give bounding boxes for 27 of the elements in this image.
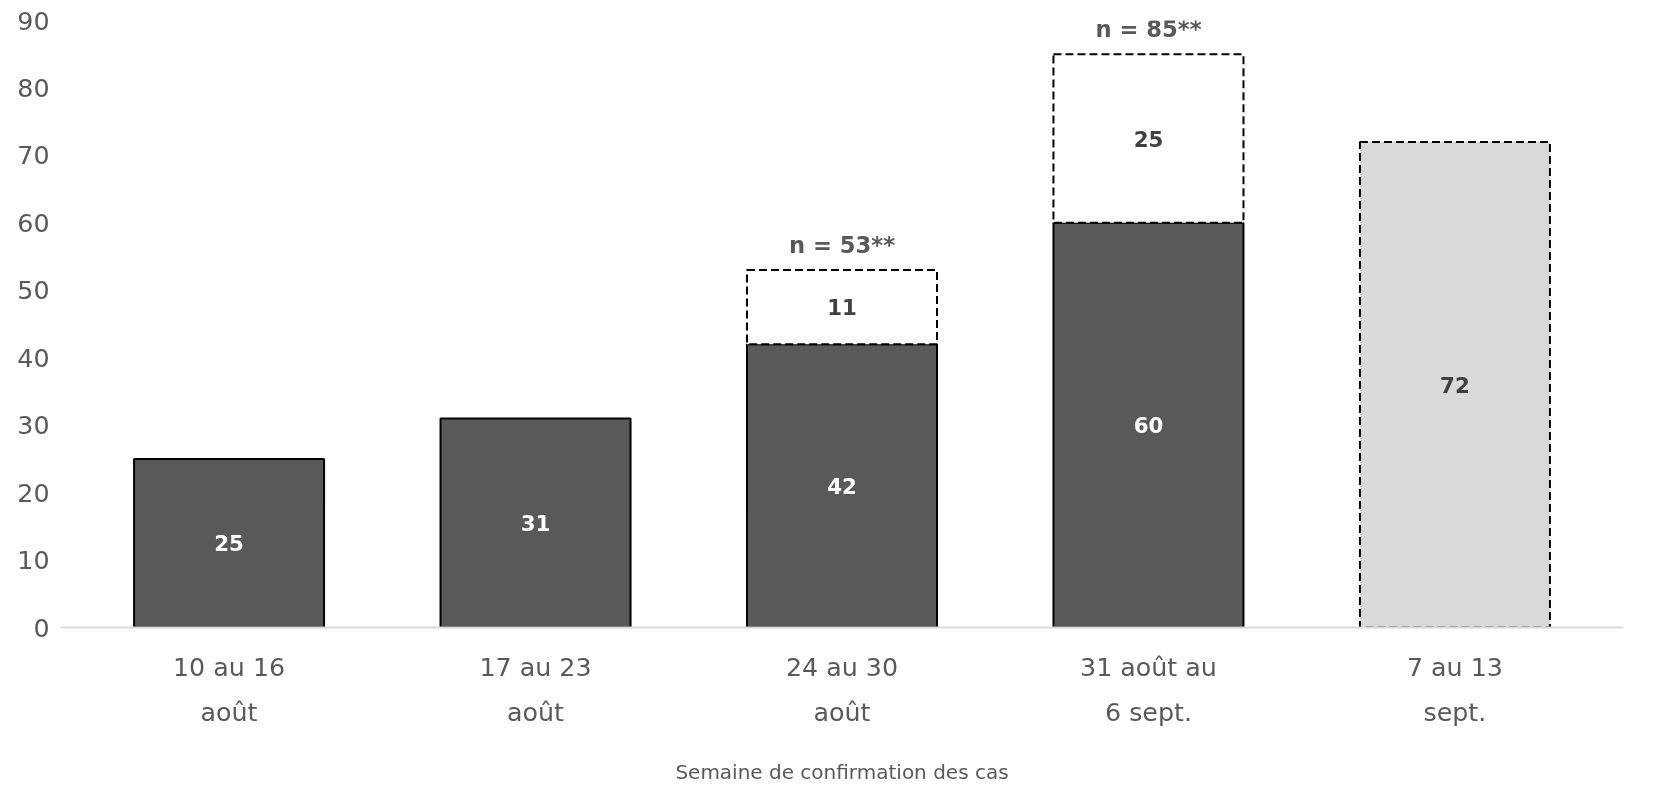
- y-tick-label: 90: [17, 5, 50, 36]
- y-tick-label: 30: [17, 410, 50, 441]
- annotation: n = 85**: [1095, 16, 1202, 43]
- x-tick-label: 17 au 23 août: [479, 651, 592, 727]
- data-label: 11: [827, 295, 857, 321]
- data-label: 31: [520, 510, 551, 536]
- bar: [439, 417, 632, 628]
- data-label: 25: [214, 531, 244, 557]
- bar: [133, 457, 326, 628]
- y-tick-label: 0: [33, 612, 50, 643]
- y-tick-label: 20: [17, 477, 50, 508]
- y-tick-label: 50: [17, 275, 50, 306]
- data-label: 25: [1133, 126, 1164, 152]
- x-tick-label: 31 août au 6 sept.: [1080, 651, 1217, 727]
- x-axis-title: Semaine de confirmation des cas: [675, 759, 1009, 784]
- x-tick-label: 7 au 13 sept.: [1406, 651, 1503, 727]
- y-tick-label: 70: [17, 140, 50, 171]
- data-label: 60: [1133, 413, 1164, 439]
- y-tick-label: 80: [17, 72, 50, 103]
- annotation: n = 53**: [788, 232, 896, 259]
- x-tick-label: 10 au 16 août: [172, 651, 286, 727]
- y-tick-label: 40: [17, 342, 50, 373]
- y-tick-label: 10: [17, 545, 50, 576]
- y-tick-label: 60: [17, 207, 50, 238]
- data-label: 72: [1440, 372, 1470, 398]
- data-label: 42: [827, 473, 857, 499]
- x-tick-label: 24 au 30 août: [785, 651, 899, 727]
